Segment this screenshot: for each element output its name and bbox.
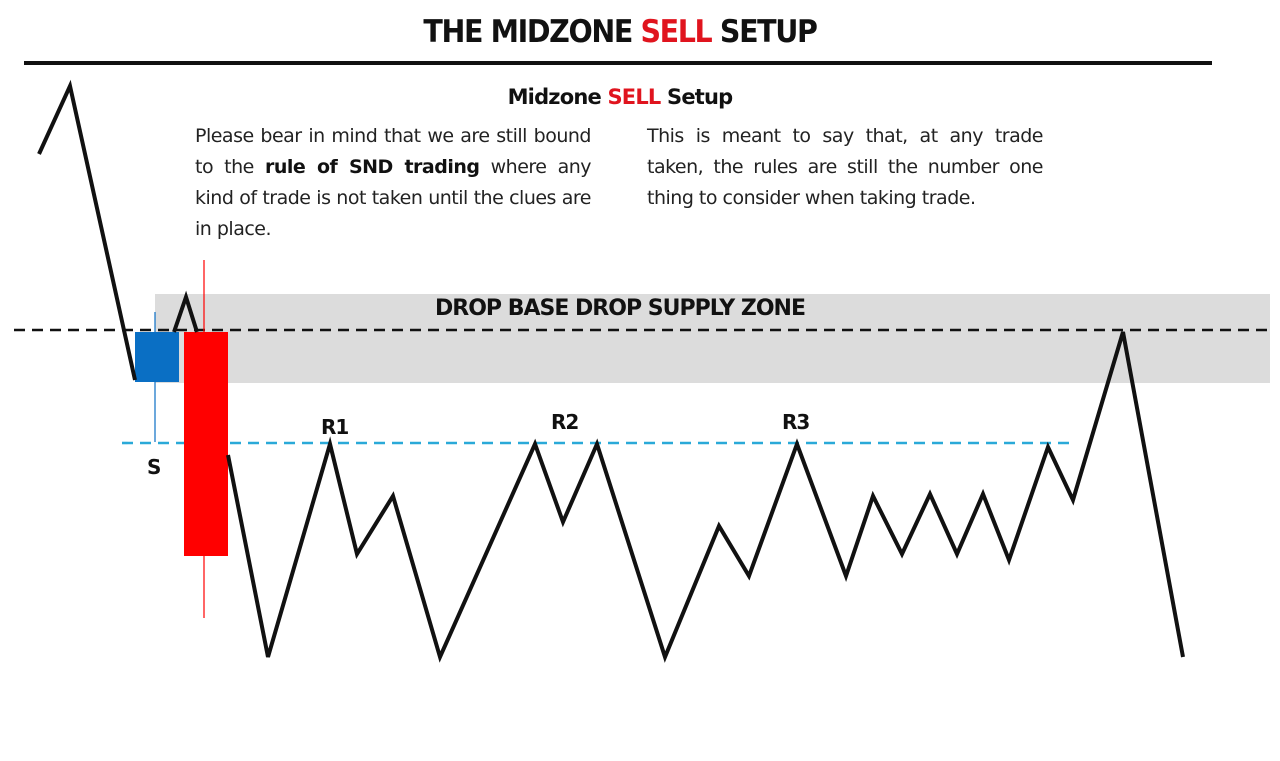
title-accent: SELL [640,14,712,50]
price-line-main [226,331,1185,663]
price-line-base [172,290,199,333]
supply-zone-label: DROP BASE DROP SUPPLY ZONE [435,296,806,321]
subtitle: Midzone SELL Setup [507,85,734,109]
support-label-s: S [147,455,161,479]
main-title: THE MIDZONE SELL SETUP [423,14,817,50]
title-underline [24,61,1212,65]
blue-base-candle [135,332,179,382]
right-paragraph: This is meant to say that, at any trade … [647,125,1044,209]
price-line-left [37,79,137,381]
left-paragraph: Please bear in mind that we are still bo… [195,125,592,240]
snd-rule-emphasis: rule of SND trading [264,156,480,178]
supply-zone-band [155,294,1270,383]
retest-label-r3: R3 [782,410,810,434]
retest-label-r2: R2 [551,410,579,434]
subtitle-accent: SELL [607,85,661,109]
red-drop-candle [184,332,228,556]
retest-label-r1: R1 [321,415,349,439]
